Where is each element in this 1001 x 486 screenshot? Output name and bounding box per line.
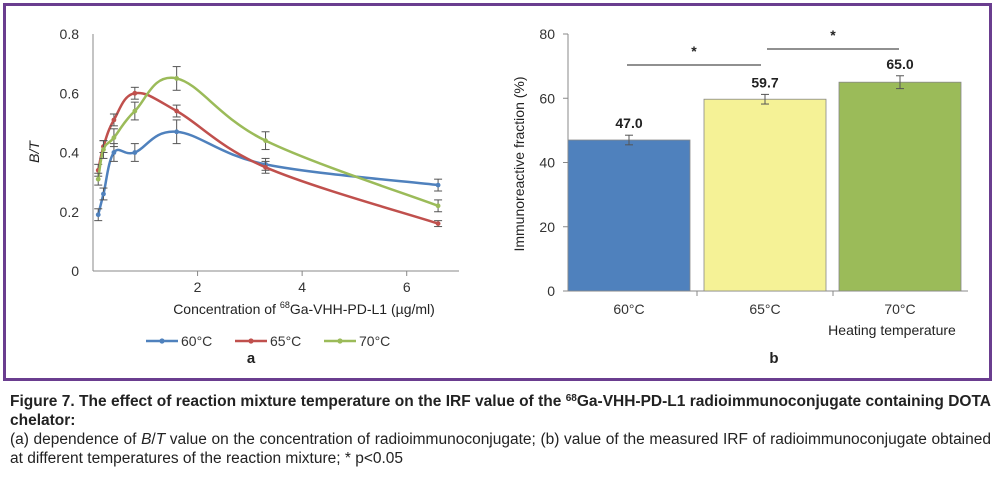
- bar-value-label: 59.7: [751, 74, 778, 90]
- chart-a-x-tick-label: 2: [194, 279, 202, 295]
- legend-label-65-c: 65°C: [270, 333, 301, 349]
- bar-70-c: [838, 81, 962, 292]
- chart-a-x-tick-label: 6: [403, 279, 411, 295]
- caption-slash: /: [151, 431, 156, 448]
- caption-title-suffix: Ga-VHH-PD-L1 radioimmunoconjugate contai…: [10, 393, 992, 429]
- significance-marker: *: [830, 27, 836, 43]
- chart-b-y-tick-label: 0: [547, 283, 555, 299]
- panel-a-label: a: [247, 350, 256, 367]
- data-point: [174, 129, 180, 135]
- legend-label-70-c: 70°C: [359, 333, 390, 349]
- chart-a: 0 0.2 0.4 0.6 0.8 2 4 6 B/T Concentration of 6…: [26, 26, 459, 367]
- data-point: [132, 90, 138, 96]
- bar-value-label: 65.0: [886, 56, 913, 72]
- data-point: [111, 117, 117, 123]
- chart-b-x-tick-label: 70°C: [884, 301, 915, 317]
- data-point: [111, 150, 117, 155]
- chart-a-x-tick-label: 4: [298, 279, 306, 295]
- bar-value-label: 47.0: [615, 115, 642, 131]
- x-label-suffix: Ga-VHH-PD-L1 (µg/ml): [290, 301, 435, 317]
- series-60-c: [94, 119, 443, 222]
- chart-b-significance: **: [627, 27, 899, 66]
- significance-marker: *: [691, 43, 697, 59]
- series-65-c: [94, 86, 443, 228]
- data-point: [174, 76, 180, 81]
- data-point: [132, 108, 138, 114]
- caption-title-prefix: Figure 7. The effect of reaction mixture…: [10, 393, 566, 410]
- legend-label-60-c: 60°C: [181, 333, 212, 349]
- caption-body-suffix: value on the concentration of radioimmun…: [10, 431, 991, 467]
- chart-a-x-ticks: 2 4 6: [194, 271, 411, 295]
- caption-title-superscript: 68: [565, 393, 577, 404]
- data-point: [101, 147, 106, 152]
- chart-a-y-tick-label: 0.6: [60, 85, 80, 101]
- chart-b-y-axis-label: Immunoreactive fraction (%): [511, 76, 527, 251]
- caption-var-t: T: [155, 431, 166, 448]
- chart-b-x-tick-label: 60°C: [613, 301, 644, 317]
- chart-a-y-tick-label: 0.2: [60, 204, 80, 220]
- panel-b-label: b: [769, 350, 778, 367]
- data-point: [435, 203, 441, 209]
- chart-b-y-tick-label: 40: [539, 155, 555, 171]
- chart-b-y-ticks: 0 20 40 60 80: [539, 26, 568, 299]
- chart-b-y-tick-label: 60: [539, 90, 555, 106]
- caption-title: Figure 7. The effect of reaction mixture…: [10, 392, 991, 430]
- chart-a-y-tick-label: 0: [71, 263, 79, 279]
- chart-a-legend: 60°C 65°C 70°C: [146, 333, 390, 349]
- x-label-prefix: Concentration of: [173, 301, 280, 317]
- figure-canvas: 0 0.2 0.4 0.6 0.8 2 4 6 B/T Concentration of 6…: [26, 26, 968, 367]
- bar-60-c: [567, 139, 691, 292]
- data-point: [95, 176, 101, 182]
- chart-b-bars: 47.0 59.7 65.0: [567, 56, 962, 292]
- data-point: [95, 212, 101, 218]
- data-point: [435, 221, 441, 227]
- data-point: [101, 191, 106, 197]
- legend-marker-60-c: [159, 338, 165, 344]
- chart-a-series: [94, 66, 443, 228]
- x-label-superscript: 68: [280, 300, 290, 310]
- chart-a-y-tick-label: 0.4: [60, 145, 80, 161]
- data-point: [263, 138, 268, 144]
- chart-b-x-tick-label: 65°C: [749, 301, 780, 317]
- legend-marker-70-c: [337, 338, 343, 344]
- data-point: [174, 108, 180, 114]
- legend-marker-65-c: [248, 338, 254, 344]
- data-point: [263, 164, 268, 170]
- data-point: [132, 150, 138, 155]
- caption-body-prefix: (a) dependence of: [10, 431, 142, 448]
- chart-a-y-ticks: 0 0.2 0.4 0.6 0.8: [60, 26, 80, 279]
- caption-var-b: B: [141, 431, 152, 448]
- chart-b-x-axis-label: Heating temperature: [828, 322, 956, 338]
- caption-body: (a) dependence of B/T value on the conce…: [10, 430, 991, 468]
- chart-a-axes: [92, 34, 459, 272]
- chart-a-y-tick-label: 0.8: [60, 26, 80, 42]
- chart-a-y-axis-label: B/T: [26, 140, 42, 163]
- chart-b-y-tick-label: 80: [539, 26, 555, 42]
- chart-b-x-ticks: 60°C 65°C 70°C: [613, 291, 916, 317]
- figure-frame: 0 0.2 0.4 0.6 0.8 2 4 6 B/T Concentration of 6…: [3, 3, 992, 381]
- chart-b-y-tick-label: 20: [539, 219, 555, 235]
- bar-65-c: [703, 98, 827, 292]
- figure-caption: Figure 7. The effect of reaction mixture…: [10, 392, 991, 468]
- chart-a-x-axis-label: Concentration of 68Ga-VHH-PD-L1 (µg/ml): [173, 300, 435, 317]
- series-70-c: [94, 66, 443, 213]
- data-point: [435, 182, 441, 188]
- data-point: [111, 135, 117, 141]
